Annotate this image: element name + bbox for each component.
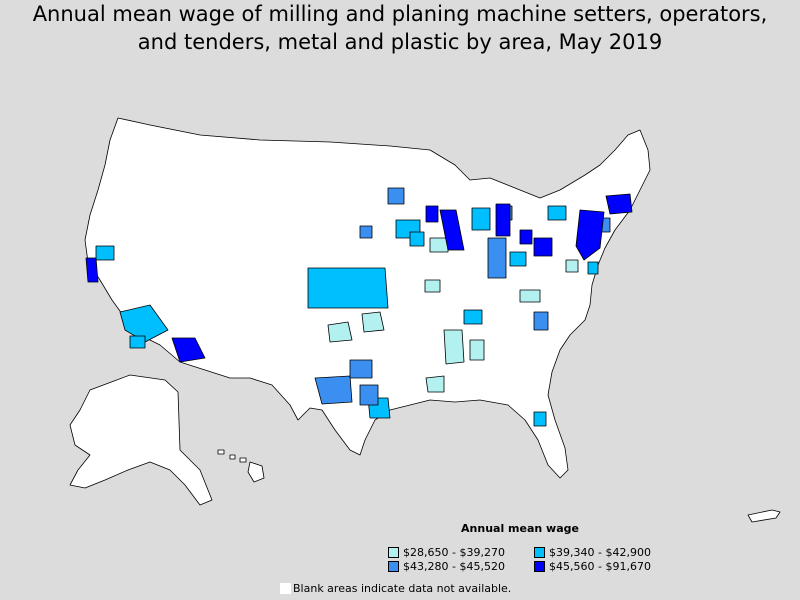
tier-3-areas: [314, 187, 625, 406]
legend-swatch: [534, 547, 545, 558]
legend-label: $45,560 - $91,670: [549, 560, 651, 573]
legend-item-tier-4: $45,560 - $91,670: [534, 560, 651, 573]
legend-item-tier-1: $28,650 - $39,270: [388, 546, 505, 559]
title-line-1: Annual mean wage of milling and planing …: [32, 2, 768, 26]
puerto-rico: [747, 509, 781, 523]
legend-label: $28,650 - $39,270: [403, 546, 505, 559]
title-line-2: and tenders, metal and plastic by area, …: [137, 30, 663, 54]
legend-swatch: [534, 561, 545, 572]
hawaii: [217, 449, 265, 483]
legend-title: Annual mean wage: [461, 522, 579, 535]
legend-swatch: [388, 547, 399, 558]
legend-item-tier-2: $39,340 - $42,900: [534, 546, 651, 559]
blank-swatch: [280, 583, 291, 594]
alaska: [69, 374, 213, 506]
note-text: Blank areas indicate data not available.: [293, 582, 512, 595]
legend-label: $43,280 - $45,520: [403, 560, 505, 573]
tier-1-areas: [327, 237, 579, 393]
legend-label: $39,340 - $42,900: [549, 546, 651, 559]
blank-areas-note: Blank areas indicate data not available.: [280, 582, 511, 595]
legend-swatch: [388, 561, 399, 572]
tier-2-areas: [95, 205, 599, 427]
tier-4-areas: [85, 193, 633, 363]
map-title: Annual mean wage of milling and planing …: [0, 0, 800, 56]
legend-item-tier-3: $43,280 - $45,520: [388, 560, 505, 573]
